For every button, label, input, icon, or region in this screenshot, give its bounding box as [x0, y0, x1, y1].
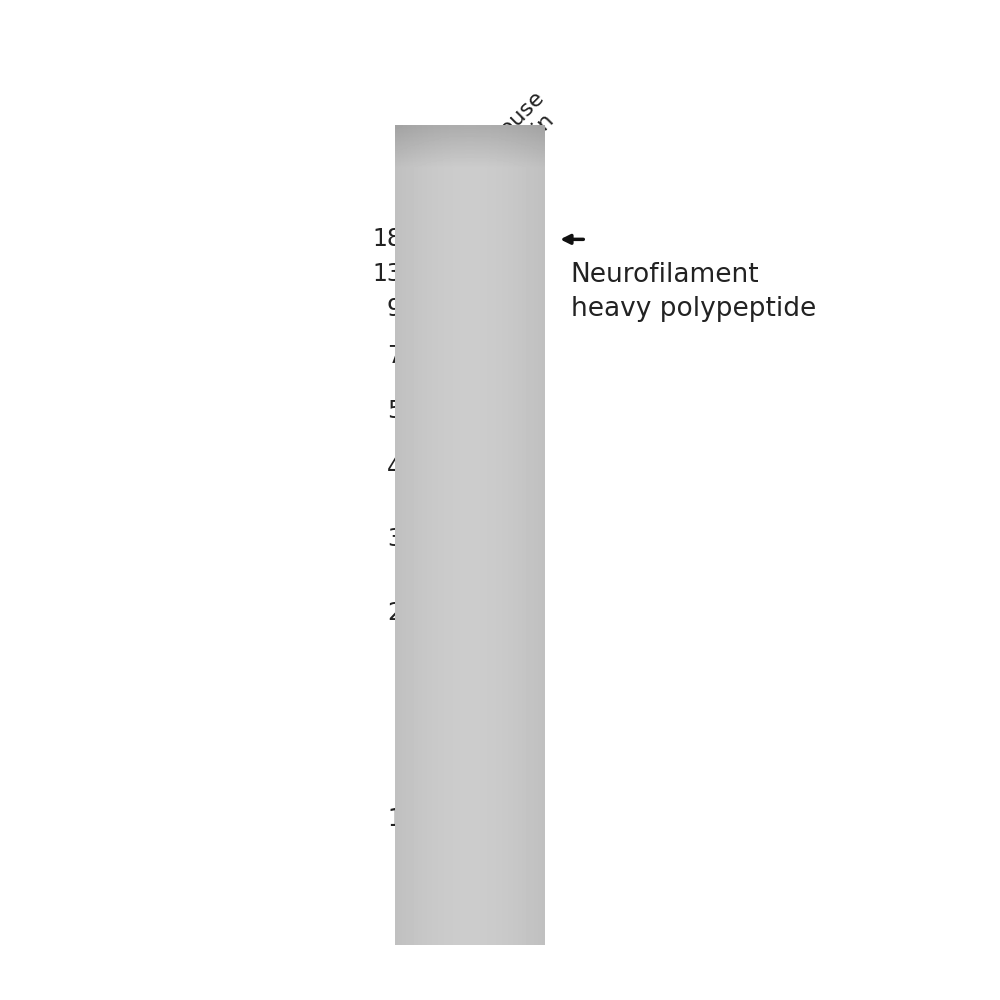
Text: 72-: 72-: [387, 344, 426, 368]
Text: 43-: 43-: [387, 456, 426, 480]
Text: 95-: 95-: [387, 297, 426, 321]
Text: 130-: 130-: [372, 262, 426, 286]
Text: Neurofilament
heavy polypeptide: Neurofilament heavy polypeptide: [571, 262, 816, 322]
Ellipse shape: [443, 226, 512, 265]
Text: 55-: 55-: [387, 399, 426, 423]
Text: 17-: 17-: [387, 807, 426, 831]
Text: 34-: 34-: [387, 527, 426, 551]
Text: 180-: 180-: [372, 227, 426, 251]
Ellipse shape: [443, 223, 512, 277]
Ellipse shape: [439, 229, 516, 250]
Text: mouse
brain: mouse brain: [480, 87, 564, 170]
Text: 26-: 26-: [387, 601, 426, 625]
